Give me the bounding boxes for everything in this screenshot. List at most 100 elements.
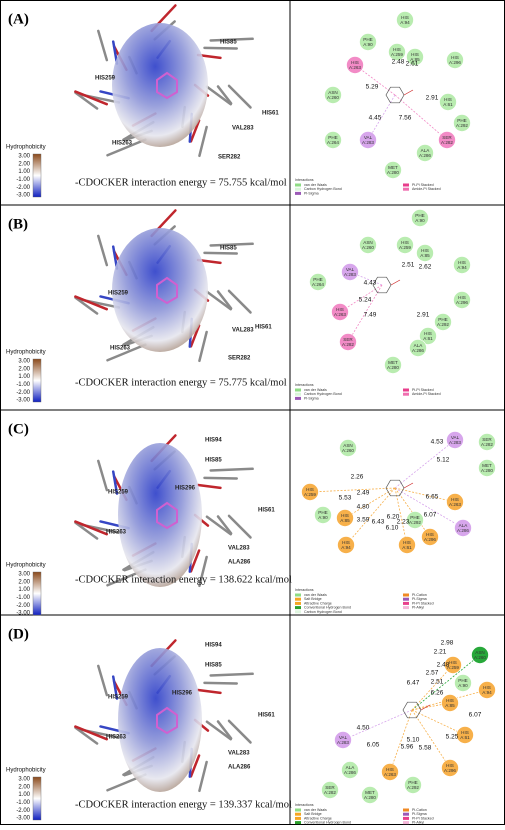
legend-swatch [403,821,409,824]
legend-swatch [403,598,409,601]
legend-swatch [295,821,301,824]
residue-id: A:90 [458,683,468,688]
interaction-line [395,440,455,488]
residue-id: A:280 [481,468,493,473]
residue-id: A:264 [327,140,339,145]
stick [198,485,220,488]
interaction-diagram: ASNA:260SERA:282VALA:283META:280HISA:259… [295,432,496,614]
distance-label: 2.98 [441,640,454,647]
residue-id: A:296 [424,537,436,542]
interaction-line [310,488,395,492]
structure-label: ALA286 [228,560,251,566]
distance-label: 4.45 [369,115,382,122]
distance-label: 4.80 [357,504,370,511]
residue-id: A:259 [399,245,411,250]
hydrophobicity-bar [33,154,41,197]
structure-label: HIS263 [110,346,131,352]
legend-title: Interactions [295,178,314,182]
residue-id: A:286 [412,348,424,353]
structure-label: HIS61 [255,325,272,331]
stick [205,478,237,479]
distance-label: 2.91 [426,95,439,102]
distance-label: 4.43 [364,280,377,287]
structure-label: SER282 [218,155,241,161]
legend-swatch [295,393,301,396]
ligand-bond [404,90,413,95]
panel-label: (B) [8,216,28,232]
legend-swatch [403,606,409,609]
distance-label: 3.59 [357,517,370,524]
residue-id: A:259 [304,492,316,497]
structure-label: HIS263 [106,530,127,536]
distance-label: 4.50 [357,725,370,732]
residue-id: A:90 [363,42,373,47]
distance-label: 5.24 [359,297,372,304]
distance-label: 2.49 [357,490,370,497]
legend-swatch [295,192,301,195]
structure-label: HIS263 [112,141,133,147]
stick [199,332,206,361]
stick [211,674,253,676]
structure-label: HIS94 [205,438,222,444]
stick [98,31,107,60]
residue-id: A:280 [387,170,399,175]
distance-label: 2.21 [434,649,447,656]
residue-id: A:292 [409,520,421,525]
surface [112,23,208,147]
distance-label: 5.12 [437,457,450,464]
distance-label: 6.26 [431,690,444,697]
panel: (C)HIS94HIS85HIS296HIS259HIS61HIS263VAL2… [6,421,496,616]
energy-text: -CDOCKER interaction energy = 75.775 kca… [75,377,287,388]
legend-title: Interactions [295,383,314,387]
panel-label: (D) [8,626,29,642]
distance-label: 5.58 [419,745,432,752]
energy-text: -CDOCKER interaction energy = 139.337 kc… [75,799,292,810]
residue-id: A:292 [456,123,468,128]
legend-swatch [403,817,409,820]
residue-id: A:296 [444,768,456,773]
distance-label: 5.96 [401,744,414,751]
residue-id: A:85 [445,703,455,708]
legend-swatch [295,813,301,816]
stick [98,666,107,695]
structure-label: VAL283 [232,126,254,132]
hydrophobicity-tick: 2.00 [18,784,30,790]
residue-id: A:61 [460,735,470,740]
distance-label: 6.43 [372,519,385,526]
structure-label: HIS61 [258,508,275,514]
hydrophobicity-tick: -3.00 [16,193,30,199]
surface [118,648,202,792]
stick [229,516,251,538]
hydrophobicity-title: Hydrophobicity [6,350,46,356]
hydrophobicity-tick: -3.00 [16,816,30,822]
distance-label: 4.53 [431,439,444,446]
hydrophobicity-tick: 2.00 [18,161,30,167]
distance-label: 5.29 [366,84,379,91]
residue-id: A:90 [415,218,425,223]
energy-text: -CDOCKER interaction energy = 138.622 kc… [75,574,292,585]
hydrophobicity-tick: 1.00 [18,792,30,798]
distance-label: 5.25 [446,734,459,741]
distance-label: 2.51 [431,679,444,686]
structure-label: HIS296 [175,486,196,492]
panel-label: (C) [8,421,29,437]
interaction-line [343,710,412,740]
distance-label: 2.48 [392,59,405,66]
hydrophobicity-bar [33,572,41,615]
legend-label: Pi-Alkyl [412,606,424,610]
residue-id: A:260 [342,448,354,453]
residue-id: A:282 [324,790,336,795]
legend-swatch [295,809,301,812]
legend-swatch [403,393,409,396]
residue-id: A:264 [312,282,324,287]
residue-id: A:259 [391,52,403,57]
hydrophobicity-tick: 3.00 [18,359,30,365]
distance-label: 6.65 [426,494,439,501]
hydrophobicity-tick: 1.00 [18,169,30,175]
structure-label: HIS296 [172,691,193,697]
residue-id: A:286 [419,153,431,158]
stick [229,291,251,313]
